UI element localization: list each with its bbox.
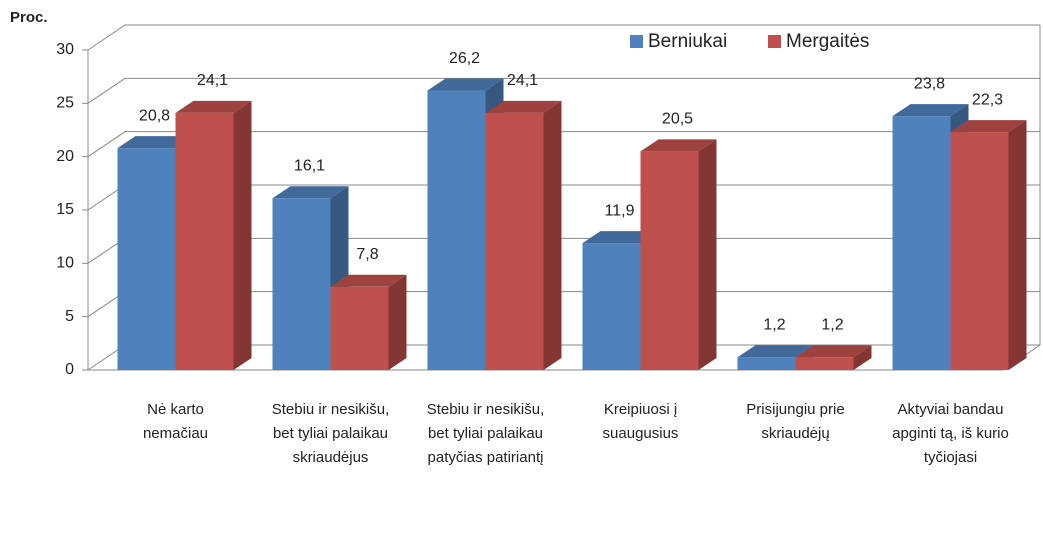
bar-side — [1008, 120, 1027, 370]
bar — [582, 243, 641, 370]
y-tick-label: 25 — [56, 95, 74, 112]
bar-top — [640, 139, 717, 152]
value-label: 20,5 — [662, 111, 693, 128]
value-label: 26,2 — [449, 50, 480, 67]
bar — [640, 151, 699, 370]
bar-top — [795, 345, 872, 358]
bar — [272, 198, 331, 370]
bar — [950, 132, 1009, 370]
bar — [485, 112, 544, 370]
x-tick-label: Kreipiuosi į suaugusius — [602, 401, 679, 442]
bar-top — [175, 100, 252, 113]
x-tick-label: Stebiu ir nesikišu, bet tyliai palaikau … — [426, 401, 545, 466]
value-label: 24,1 — [507, 72, 538, 89]
value-label: 23,8 — [914, 75, 945, 92]
value-label: 1,2 — [763, 316, 785, 333]
bar-side — [698, 139, 717, 370]
x-tick-label: Prisijungiu prie skriaudėjų — [746, 401, 845, 442]
bar-side — [388, 274, 407, 370]
value-label: 1,2 — [821, 316, 843, 333]
bar-top — [272, 186, 349, 199]
y-tick-label: 20 — [56, 148, 74, 165]
legend-label: Mergaitės — [786, 31, 869, 52]
bar-top — [582, 231, 659, 244]
x-tick-label: Nė karto nemačiau — [142, 401, 209, 442]
bar — [737, 357, 796, 370]
bar-side — [233, 100, 252, 370]
bar-top — [485, 100, 562, 113]
bar — [330, 286, 389, 370]
value-label: 7,8 — [356, 246, 378, 263]
value-label: 24,1 — [197, 72, 228, 89]
value-label: 11,9 — [605, 202, 635, 219]
bar — [117, 148, 176, 370]
x-tick-label: Stebiu ir nesikišu, bet tyliai palaikau … — [271, 401, 390, 466]
x-tick-label: Aktyviai bandau apginti tą, iš kurio tyč… — [892, 401, 1009, 466]
value-label: 16,1 — [294, 157, 325, 174]
bar — [175, 112, 234, 370]
y-tick-label: 15 — [56, 201, 74, 218]
bar-side — [543, 100, 562, 370]
legend-swatch — [768, 35, 781, 48]
value-label: 20,8 — [139, 107, 170, 124]
bar-top — [427, 78, 504, 91]
bar-side — [853, 345, 872, 370]
y-tick-label: 30 — [56, 41, 74, 58]
bar-top — [892, 104, 969, 117]
value-label: 22,3 — [972, 91, 1003, 108]
bar — [427, 90, 486, 371]
bar-top — [117, 136, 194, 149]
grid-line — [87, 77, 1040, 104]
legend-swatch — [630, 35, 643, 48]
y-tick-label: 0 — [65, 361, 74, 378]
y-tick-label: 10 — [56, 255, 74, 272]
bar-top — [330, 274, 407, 287]
y-tick-label: 5 — [65, 308, 74, 325]
y-axis-title: Proc. — [10, 9, 48, 26]
bar-top — [737, 345, 814, 358]
legend-label: Berniukai — [648, 31, 727, 52]
grid-line — [87, 24, 1040, 51]
bar — [795, 357, 854, 370]
bar — [892, 116, 951, 370]
bar-top — [950, 120, 1027, 133]
grid-line — [87, 131, 1040, 158]
